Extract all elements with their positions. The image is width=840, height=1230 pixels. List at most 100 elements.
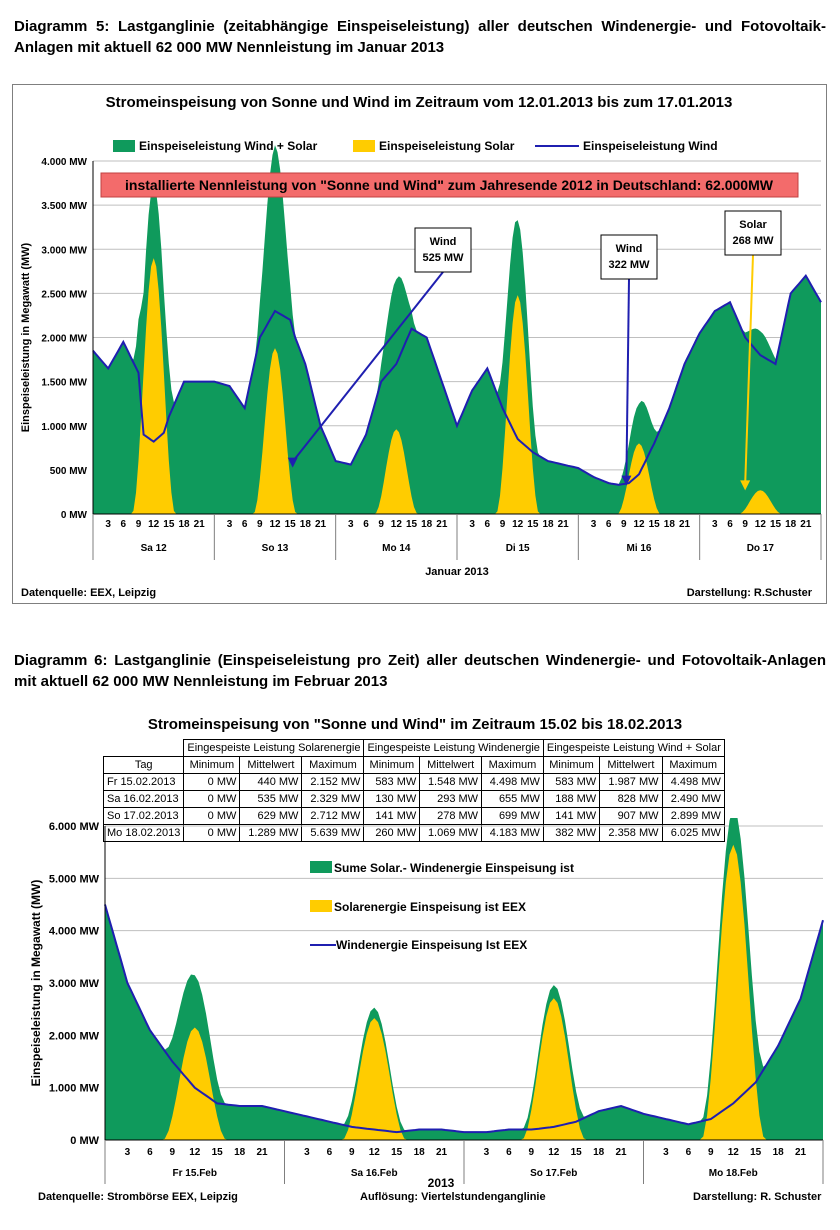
x-tick-label: 12 [728, 1147, 740, 1158]
y-tick-label: 500 MW [50, 466, 88, 477]
x-tick-label: 21 [616, 1147, 628, 1158]
stats-value-cell: 188 MW [542, 790, 601, 808]
x-tick-label: 15 [406, 519, 418, 530]
legend-swatch-solar [310, 900, 332, 912]
x-tick-label: 12 [633, 519, 645, 530]
x-tick-label: 9 [257, 519, 263, 530]
legend-label-solar: Einspeiseleistung Solar [379, 139, 515, 153]
x-tick-label: 12 [189, 1147, 201, 1158]
x-tick-label: 21 [315, 519, 327, 530]
stats-value-cell: 130 MW [363, 790, 421, 808]
stats-value-cell: 1.289 MW [239, 824, 303, 842]
stats-value-cell: 0 MW [183, 790, 241, 808]
annotation-arrow [625, 278, 630, 480]
x-tick-label: 6 [327, 1147, 333, 1158]
series-wind-line [92, 273, 822, 486]
stats-row: So 17.02.2013 0 MW 629 MW 2.712 MW 141 MW 278… [102, 807, 725, 825]
x-tick-label: 12 [548, 1147, 560, 1158]
stats-value-cell: 828 MW [599, 790, 663, 808]
annotation-label: Wind [616, 243, 643, 255]
stats-value-cell: 0 MW [183, 773, 241, 791]
stats-group-total: Eingespeiste Leistung Wind + Solar [542, 739, 725, 757]
legend-swatch-solar [353, 140, 375, 152]
legend-label-solar: Solarenergie Einspeisung ist EEX [334, 900, 526, 914]
stats-value-cell: 655 MW [481, 790, 544, 808]
x-tick-label: 12 [391, 519, 403, 530]
stats-value-cell: 2.329 MW [301, 790, 365, 808]
stats-value-cell: 141 MW [542, 807, 601, 825]
stats-value-cell: 1.987 MW [599, 773, 663, 791]
stats-value-cell: 440 MW [239, 773, 303, 791]
x-tick-label: 15 [649, 519, 661, 530]
x-tick-label: 3 [712, 519, 718, 530]
x-tick-label: 21 [679, 519, 691, 530]
y-tick-label: 3.000 MW [49, 978, 100, 990]
y-tick-label: 3.000 MW [41, 245, 87, 256]
x-tick-label: 9 [349, 1147, 355, 1158]
stats-value-cell: 2.152 MW [301, 773, 365, 791]
y-tick-label: 6.000 MW [49, 821, 100, 833]
stats-column-header: Mittelwert [599, 756, 663, 774]
series-total-area [93, 145, 821, 514]
x-tick-label: 6 [727, 519, 733, 530]
x-tick-label: 3 [125, 1147, 131, 1158]
day-label: Sa 16.Feb [351, 1168, 398, 1179]
chart2-source: Datenquelle: Strombörse EEX, Leipzig [38, 1191, 238, 1203]
annotation-label: Solar [739, 219, 767, 231]
y-tick-label: 1.000 MW [41, 422, 87, 433]
x-tick-label: 21 [436, 1147, 448, 1158]
stats-value-cell: 382 MW [542, 824, 601, 842]
x-tick-label: 6 [506, 1147, 512, 1158]
x-tick-label: 18 [178, 519, 190, 530]
x-tick-label: 15 [571, 1147, 583, 1158]
chart1-source: Datenquelle: EEX, Leipzig [21, 587, 157, 599]
x-tick-label: 3 [484, 1147, 490, 1158]
x-tick-label: 6 [363, 519, 369, 530]
x-tick-label: 6 [147, 1147, 153, 1158]
annotation-arrowhead [740, 480, 751, 491]
stats-group-header-row: Eingespeiste Leistung Solarenergie Einge… [104, 739, 725, 757]
x-tick-label: 18 [421, 519, 433, 530]
x-tick-label: 6 [242, 519, 248, 530]
y-tick-label: 5.000 MW [49, 873, 100, 885]
series-solar-area [105, 844, 823, 1140]
x-tick-label: 3 [591, 519, 597, 530]
stats-value-cell: 2.712 MW [301, 807, 365, 825]
stats-value-cell: 2.358 MW [599, 824, 663, 842]
stats-group-solar: Eingespeiste Leistung Solarenergie [183, 739, 365, 757]
stats-row: Sa 16.02.2013 0 MW 535 MW 2.329 MW 130 MW 293… [102, 790, 725, 808]
day-label: Sa 12 [141, 543, 168, 554]
stats-value-cell: 0 MW [183, 824, 241, 842]
y-tick-label: 2.500 MW [41, 289, 87, 300]
stats-day-cell: Sa 16.02.2013 [102, 790, 185, 808]
stats-column-header: Mittelwert [239, 756, 303, 774]
x-tick-label: 12 [148, 519, 160, 530]
y-axis-label: Einspeiseleistung in Megawatt (MW) [20, 242, 32, 432]
x-tick-label: 12 [755, 519, 767, 530]
x-tick-label: 9 [378, 519, 384, 530]
y-axis-label: Einspeiseleistung in Megawatt (MW) [29, 880, 43, 1087]
annotation-value: 268 MW [733, 235, 775, 247]
stats-day-cell: Mo 18.02.2013 [102, 824, 185, 842]
y-tick-label: 4.000 MW [49, 926, 100, 938]
annotation-arrow [291, 271, 444, 463]
series-wind-line [104, 904, 824, 1134]
day-label: Fr 15.Feb [173, 1168, 217, 1179]
legend-label-total: Sume Solar.- Windenergie Einspeisung ist [334, 861, 574, 875]
x-tick-label: 3 [304, 1147, 310, 1158]
stats-column-header: Tag [102, 756, 185, 774]
stats-value-cell: 260 MW [363, 824, 421, 842]
stats-group-wind: Eingespeiste Leistung Windenergie [363, 739, 544, 757]
chart2-title: Stromeinspeisung von "Sonne und Wind" im… [147, 716, 683, 733]
x-tick-label: 15 [212, 1147, 224, 1158]
x-tick-label: 18 [542, 519, 554, 530]
chart1-title: Stromeinspeisung von Sonne und Wind im Z… [106, 94, 733, 111]
annotation-value: 322 MW [609, 259, 651, 271]
stats-value-cell: 583 MW [542, 773, 601, 791]
x-tick-label: 15 [750, 1147, 762, 1158]
y-tick-label: 1.000 MW [49, 1083, 100, 1095]
annotation-box [414, 227, 472, 273]
x-tick-label: 21 [436, 519, 448, 530]
stats-column-header-row: Tag Minimum Mittelwert Maximum Minimum Mittel… [102, 756, 725, 774]
stats-value-cell: 583 MW [363, 773, 421, 791]
